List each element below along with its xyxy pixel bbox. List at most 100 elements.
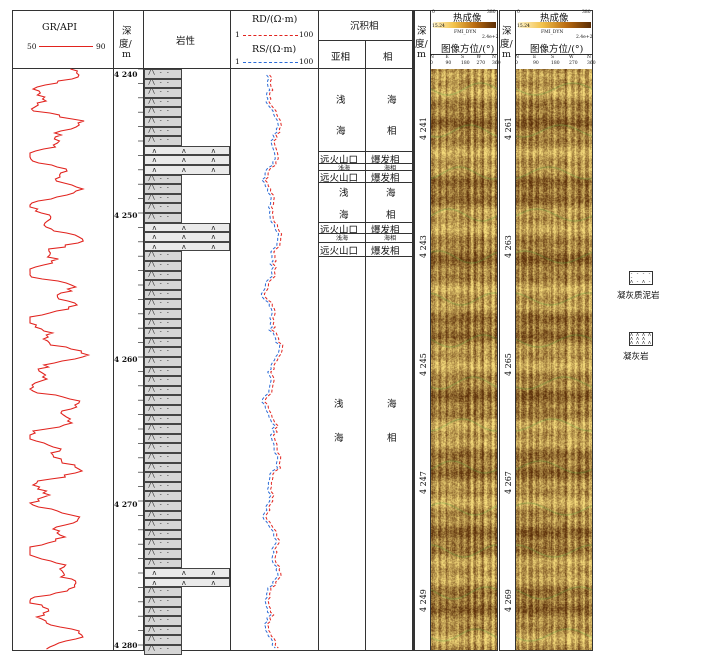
facies-fac-11: 海 xyxy=(387,399,397,410)
depth-title-1: 深 xyxy=(122,26,132,37)
divider-litho xyxy=(143,10,144,651)
lithology-mudstone-layer: /\ - - xyxy=(144,270,182,281)
facies-sub-title: 亚相 xyxy=(331,52,351,63)
image2-orient-tick: 0 xyxy=(515,61,518,66)
lithology-mudstone-layer: /\ - - xyxy=(144,443,182,453)
facies-sub-8: 远火山口 xyxy=(320,225,359,236)
image1-compass-label: E xyxy=(445,55,449,60)
image2-sub-left: 15.24 xyxy=(517,24,530,29)
image-track-2 xyxy=(499,10,593,651)
lithology-tuff-layer: ʌ ʌ ʌ xyxy=(144,145,230,156)
lithology-mudstone-layer: /\ - - xyxy=(144,395,182,405)
rs-max: 100 xyxy=(299,57,314,66)
image1-depth-label: 4 249 xyxy=(419,589,428,612)
header-rule xyxy=(12,68,413,69)
facies-sub-7: 海 xyxy=(339,210,349,221)
image1-orient-title: 图像方位/(°) xyxy=(441,44,495,55)
log-frame xyxy=(12,10,413,651)
facies-rule xyxy=(318,256,413,257)
image2-depth-label: 4 261 xyxy=(504,117,513,140)
image1-orient-tick: 90 xyxy=(445,61,452,66)
lithology-tuff-layer: ʌ ʌ ʌ xyxy=(144,155,230,165)
rs-min: 1 xyxy=(235,57,240,66)
lithology-mudstone-layer: /\ - - xyxy=(144,117,182,127)
divider-facies xyxy=(318,10,319,651)
image2-depth-label: 4 267 xyxy=(504,471,513,494)
facies-fac-9: 海相 xyxy=(384,235,397,242)
facies-sub-4: 浅海 xyxy=(338,165,351,172)
lithology-mudstone-layer: /\ - - xyxy=(144,318,182,329)
gr-legend-line xyxy=(39,46,93,47)
lithology-mudstone-layer: /\ - - xyxy=(144,328,182,338)
facies-sub-9: 浅海 xyxy=(336,235,349,242)
facies-sub-6: 浅 xyxy=(339,188,349,199)
image2-compass-label: E xyxy=(533,55,537,60)
lithology-mudstone-layer: /\ - - xyxy=(144,280,182,290)
divider-end xyxy=(413,10,414,651)
image2-color-scale xyxy=(518,22,591,28)
facies-rule xyxy=(318,222,413,223)
lithology-mudstone-layer: /\ - - xyxy=(144,462,182,473)
lithology-tuff-layer: ʌ ʌ ʌ xyxy=(144,577,230,588)
image1-orient-tick: 180 xyxy=(461,61,470,66)
facies-fac-5: 爆发相 xyxy=(371,173,400,184)
facies-facies-title: 相 xyxy=(383,52,393,63)
gr-curve xyxy=(28,68,91,650)
image2-depth-2: 度/ xyxy=(500,39,513,50)
image1-orient-axis xyxy=(431,54,497,55)
image2-tool: FMI_DYN xyxy=(541,30,564,35)
image2-compass-label: N xyxy=(515,55,519,60)
image2-sub-right: 2.4e+2 xyxy=(576,35,593,40)
image1-depth-1: 深 xyxy=(417,26,427,37)
lithology-mudstone-layer: /\ - - xyxy=(144,347,182,357)
rd-curve xyxy=(263,74,284,649)
facies-fac-8: 爆发相 xyxy=(371,225,400,236)
image2-depth-label: 4 269 xyxy=(504,589,513,612)
lithology-mudstone-layer: /\ - - xyxy=(144,635,182,645)
facies-rule xyxy=(318,151,413,152)
image2-orient-tick: 360 xyxy=(587,61,596,66)
image1-depth-col xyxy=(414,10,431,651)
lithology-mudstone-layer: /\ - - xyxy=(144,203,182,213)
lithology-mudstone-layer: /\ - - xyxy=(144,625,182,636)
lithology-mudstone-layer: /\ - - xyxy=(144,645,182,655)
litho-title: 岩性 xyxy=(176,36,196,47)
depth-ticks xyxy=(138,68,143,646)
image1-depth-label: 4 245 xyxy=(419,353,428,376)
lithology-mudstone-layer: /\ - - xyxy=(144,385,182,396)
image1-orient-tick: 0 xyxy=(430,61,433,66)
image1-tool: FMI_DYN xyxy=(454,30,477,35)
lithology-mudstone-layer: /\ - - xyxy=(144,299,182,309)
image1-compass-label: W xyxy=(476,55,482,60)
image1-compass-label: N xyxy=(430,55,434,60)
rd-max: 100 xyxy=(299,30,314,39)
lithology-tuff-layer: ʌ ʌ ʌ xyxy=(144,165,230,175)
lithology-mudstone-layer: /\ - - xyxy=(144,309,182,319)
lithology-mudstone-layer: /\ - - xyxy=(144,453,182,463)
lithology-mudstone-layer: /\ - - xyxy=(144,78,182,89)
image2-orient-title: 图像方位/(°) xyxy=(530,44,584,55)
facies-fac-1: 海 xyxy=(387,95,397,106)
lithology-mudstone-layer: /\ - - xyxy=(144,366,182,377)
lithology-mudstone-layer: /\ - - xyxy=(144,424,182,434)
lithology-mudstone-layer: /\ - - xyxy=(144,376,182,386)
lithology-mudstone-layer: /\ - - xyxy=(144,126,182,137)
lithology-mudstone-layer: /\ - - xyxy=(144,357,182,367)
facies-fac-6: 海 xyxy=(386,188,396,199)
image2-fmi xyxy=(516,69,592,650)
image2-depth-label: 4 263 xyxy=(504,235,513,258)
depth-label-4250: 4 250 xyxy=(114,211,138,220)
lithology-mudstone-layer: /\ - - xyxy=(144,261,182,271)
image2-scale-left: 0 xyxy=(517,10,520,15)
lithology-mudstone-layer: /\ - - xyxy=(144,587,182,597)
facies-sub-12: 海 xyxy=(334,433,344,444)
image2-depth-1: 深 xyxy=(502,26,512,37)
image1-sub-right: 2.4e+2 xyxy=(482,35,499,40)
image2-compass-label: S xyxy=(551,55,555,60)
facies-fac-4: 海相 xyxy=(384,165,397,172)
image1-depth-3: m xyxy=(417,49,427,60)
facies-fac-3: 爆发相 xyxy=(371,155,400,166)
divider-res xyxy=(230,10,231,651)
image1-orient-tick: 360 xyxy=(492,61,501,66)
